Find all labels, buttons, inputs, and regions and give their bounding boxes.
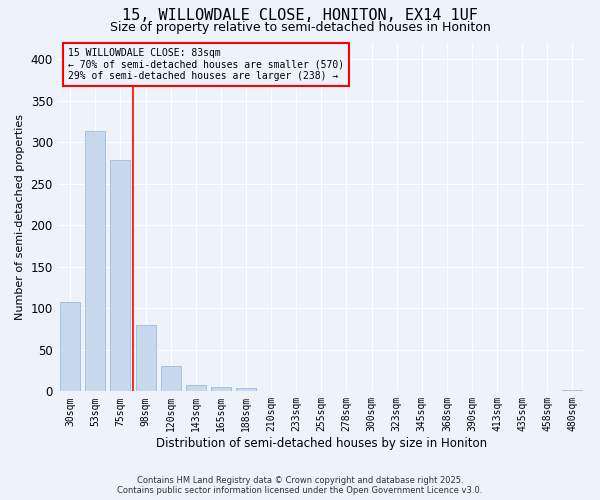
Y-axis label: Number of semi-detached properties: Number of semi-detached properties (15, 114, 25, 320)
Bar (261, 390, 281, 392)
Text: Size of property relative to semi-detached houses in Honiton: Size of property relative to semi-detach… (110, 21, 490, 34)
Bar (60, 302, 80, 392)
Text: 15, WILLOWDALE CLOSE, HONITON, EX14 1UF: 15, WILLOWDALE CLOSE, HONITON, EX14 1UF (122, 8, 478, 22)
X-axis label: Distribution of semi-detached houses by size in Honiton: Distribution of semi-detached houses by … (156, 437, 487, 450)
Bar (236, 388, 256, 392)
Bar (562, 390, 583, 392)
Bar (136, 325, 155, 392)
Text: 15 WILLOWDALE CLOSE: 83sqm
← 70% of semi-detached houses are smaller (570)
29% o: 15 WILLOWDALE CLOSE: 83sqm ← 70% of semi… (68, 48, 344, 81)
Bar (211, 387, 231, 392)
Bar (85, 132, 106, 392)
Bar (186, 384, 206, 392)
Bar (161, 366, 181, 392)
Text: Contains HM Land Registry data © Crown copyright and database right 2025.
Contai: Contains HM Land Registry data © Crown c… (118, 476, 482, 495)
Bar (110, 160, 130, 392)
